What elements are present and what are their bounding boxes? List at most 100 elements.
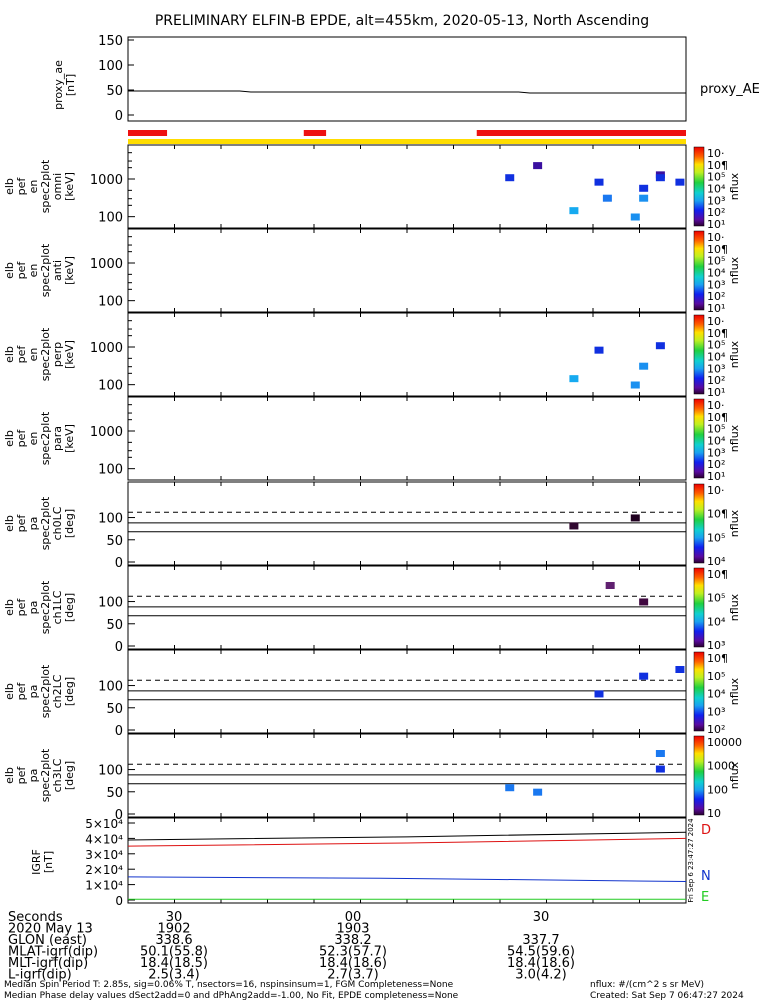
y-tick-label: 100 xyxy=(98,764,123,779)
colorbar-tick-label: 10¶ xyxy=(707,159,728,172)
y-axis-label: spec2plot xyxy=(39,411,52,465)
axis-row-label: L-igrf(dip) xyxy=(8,968,72,983)
y-axis-label: spec2plot xyxy=(39,496,52,550)
axis-row-value: 30 xyxy=(533,910,550,925)
para-spectrogram-panel xyxy=(127,396,687,481)
colorbar xyxy=(693,398,705,479)
y-axis-label: pa xyxy=(27,685,40,699)
y-tick-label: 100 xyxy=(98,59,123,74)
y-tick-label: 1000 xyxy=(90,425,123,440)
y-axis-label: elb xyxy=(3,430,16,447)
y-axis-label: spec2plot xyxy=(39,327,52,381)
axis-row-value: 54.5(59.6) xyxy=(507,945,575,960)
colorbar-tick-label: 10¶ xyxy=(707,568,728,581)
colorbar xyxy=(693,230,705,311)
y-axis-label: pef xyxy=(15,429,28,448)
colorbar-tick-label: 10⁴ xyxy=(707,435,726,448)
y-axis-label: [deg] xyxy=(63,761,76,790)
y-tick-label: 0 xyxy=(115,109,123,124)
y-axis-label: [keV] xyxy=(63,424,76,453)
footer-phase-info: Median Phase delay values dSect2add=0 an… xyxy=(4,991,459,1000)
y-axis-label: pef xyxy=(15,766,28,785)
y-tick-label: 50 xyxy=(106,534,123,549)
colorbar-tick-label: 10¹ xyxy=(707,302,725,315)
y-axis-label: [keV] xyxy=(63,172,76,201)
ch3LC-pitch-angle-panel xyxy=(127,733,687,818)
colorbar-label: nflux xyxy=(728,424,741,452)
y-tick-label: 50 xyxy=(106,786,123,801)
y-axis-label: elb xyxy=(3,515,16,532)
colorbar-label: nflux xyxy=(728,677,741,705)
chart-title: PRELIMINARY ELFIN-B EPDE, alt=455km, 202… xyxy=(155,13,649,29)
colorbar-tick-label: 10⁵ xyxy=(707,592,725,605)
y-tick-label: 1000 xyxy=(90,341,123,356)
pitch-angle-cell xyxy=(639,598,649,606)
y-axis-label: elb xyxy=(3,178,16,195)
colorbar-tick-label: 10⁴ xyxy=(707,615,726,628)
colorbar-tick-label: 10³ xyxy=(707,705,725,718)
axis-row-value: 338.6 xyxy=(155,933,192,948)
colorbar-tick-label: 10² xyxy=(707,458,725,471)
colorbar-label: nflux xyxy=(728,509,741,537)
axis-row-value: 30 xyxy=(166,910,183,925)
colorbar-tick-label: 10· xyxy=(707,315,725,328)
colorbar-tick-label: 10⁵ xyxy=(707,339,725,352)
ch1LC-pitch-angle-panel xyxy=(127,565,687,650)
y-axis-label: elb xyxy=(3,599,16,616)
pitch-angle-cell xyxy=(675,666,685,673)
pitch-angle-cell xyxy=(630,514,640,522)
spectrogram-cell xyxy=(639,362,649,370)
igrf-panel xyxy=(127,817,687,904)
spectrogram-cell xyxy=(594,346,604,354)
footer-units: nflux: #/(cm^2 s sr MeV) xyxy=(590,980,704,990)
y-tick-label: 50 xyxy=(106,618,123,633)
colorbar-tick-label: 10· xyxy=(707,399,725,412)
y-axis-label: pa xyxy=(27,769,40,783)
pitch-angle-cell xyxy=(639,672,649,680)
colorbar-tick-label: 10¹ xyxy=(707,386,725,399)
axis-row-value: 52.3(57.7) xyxy=(319,945,387,960)
colorbar-tick-label: 10⁵ xyxy=(707,531,725,544)
colorbar-tick-label: 10 xyxy=(707,807,721,820)
igrf-series-line xyxy=(127,837,687,847)
yellow-flag-bar xyxy=(128,139,686,144)
igrf-series-label: E xyxy=(701,890,709,905)
colorbar-label: nflux xyxy=(728,593,741,621)
red-flag-bar xyxy=(303,130,327,136)
y-axis-label: [nT] xyxy=(64,74,77,96)
y-axis-label: elb xyxy=(3,346,16,363)
y-tick-label: 3×10⁴ xyxy=(85,848,123,862)
proxy-ae-line xyxy=(128,90,686,94)
colorbar-tick-label: 10¹ xyxy=(707,218,725,231)
colorbar-tick-label: 10¶ xyxy=(707,508,728,521)
y-tick-label: 0 xyxy=(115,808,123,823)
y-axis-label: spec2plot xyxy=(39,664,52,718)
colorbar-tick-label: 10¹ xyxy=(707,470,725,483)
y-tick-label: 150 xyxy=(98,34,123,49)
colorbar-tick-label: 1000 xyxy=(707,760,735,773)
colorbar-tick-label: 10² xyxy=(707,290,725,303)
spectrogram-cell xyxy=(569,375,579,383)
pitch-angle-cell xyxy=(533,788,543,796)
y-axis-label: pef xyxy=(15,514,28,533)
colorbar-tick-label: 10⁴ xyxy=(707,183,726,196)
footer-spin-info: Median Spin Period T: 2.85s, sig=0.06% T… xyxy=(4,980,454,990)
colorbar xyxy=(693,651,705,732)
proxy-ae-panel xyxy=(127,36,687,122)
colorbar-tick-label: 10³ xyxy=(707,362,725,375)
pitch-angle-cell xyxy=(594,690,604,698)
y-axis-label: [keV] xyxy=(63,256,76,285)
colorbar xyxy=(693,735,705,816)
colorbar-tick-label: 10⁴ xyxy=(707,351,726,364)
y-tick-label: 100 xyxy=(98,463,123,478)
colorbar xyxy=(693,483,705,564)
series-label: proxy_AE xyxy=(700,82,760,97)
axis-row-value: 2.7(3.7) xyxy=(327,968,379,983)
y-axis-label: spec2plot xyxy=(39,748,52,802)
y-tick-label: 1000 xyxy=(90,173,123,188)
pitch-angle-cell xyxy=(569,522,579,530)
y-axis-label: pef xyxy=(15,261,28,280)
y-axis-label: ch1LC xyxy=(51,590,64,624)
y-axis-label: [deg] xyxy=(63,509,76,538)
colorbar-tick-label: 10¶ xyxy=(707,243,728,256)
